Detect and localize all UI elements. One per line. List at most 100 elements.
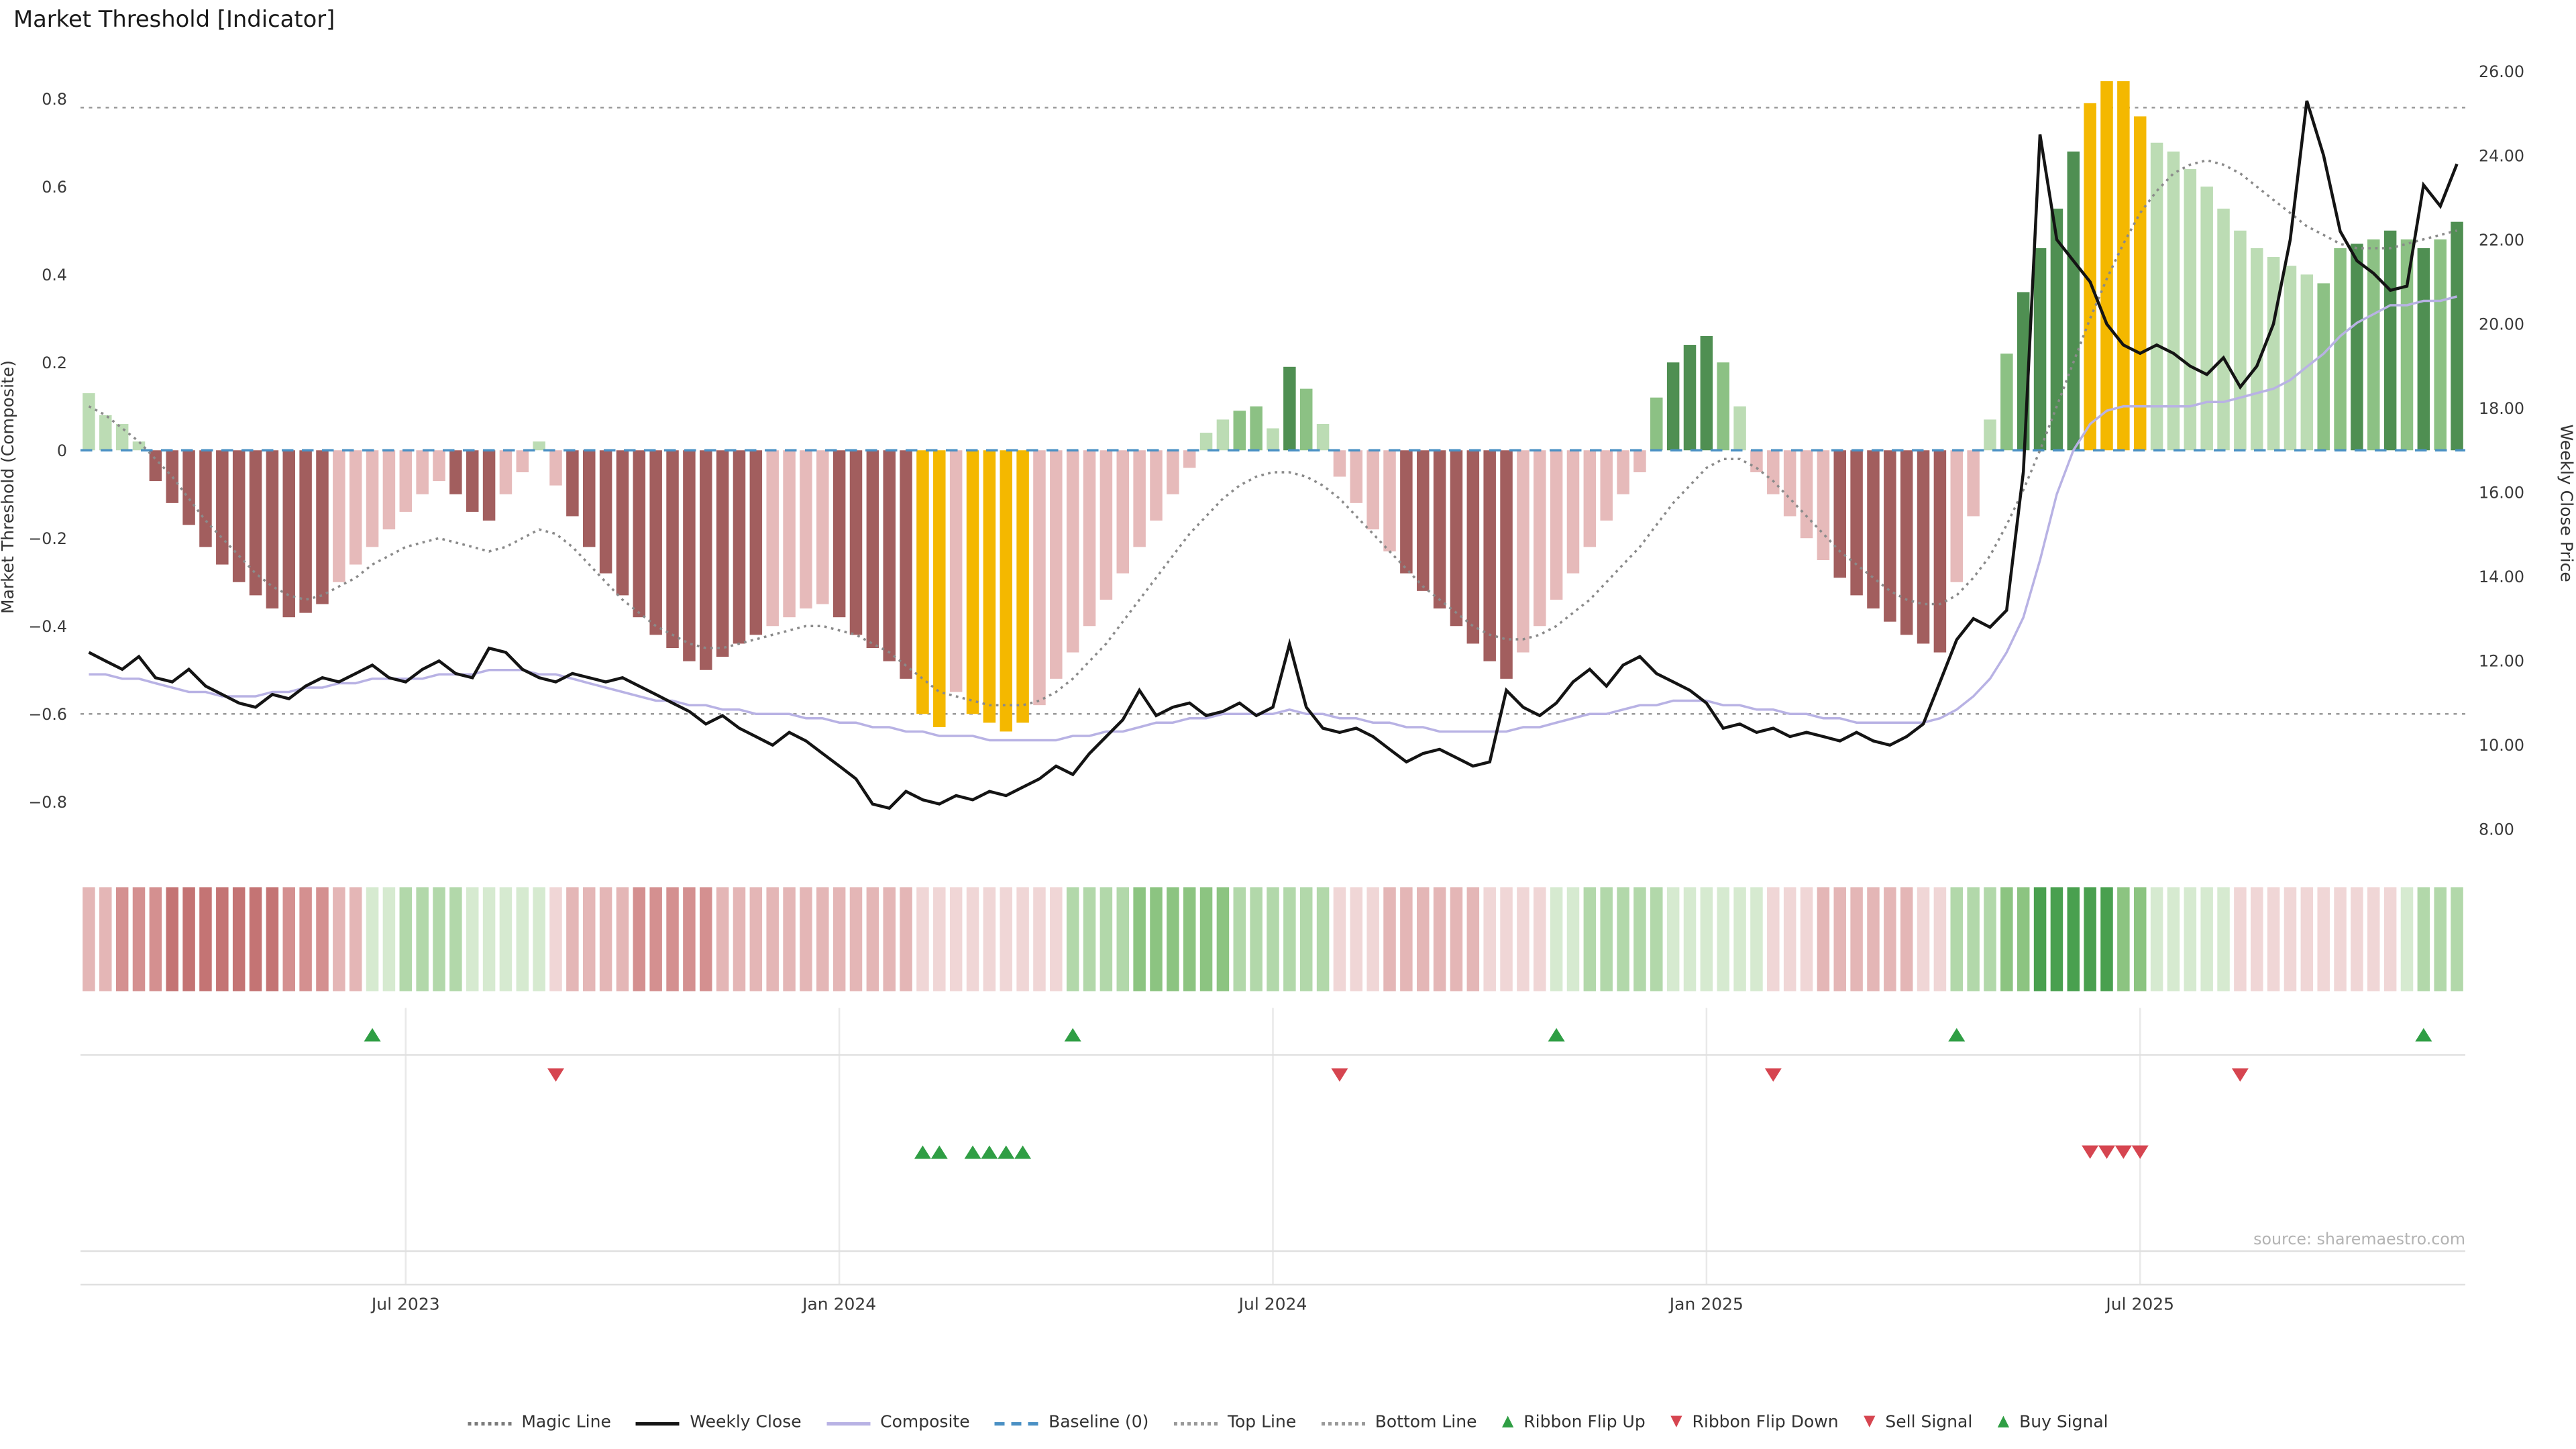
legend-item-baseline-0[interactable]: Baseline (0) xyxy=(995,1414,1148,1432)
ribbon-flip-down-marker xyxy=(2231,1068,2249,1082)
ribbon-cell xyxy=(333,887,345,991)
composite-bar xyxy=(783,450,796,618)
composite-bar xyxy=(1517,450,1529,653)
ribbon-cell xyxy=(232,887,246,991)
composite-bar xyxy=(416,450,429,494)
x-axis-tick: Jan 2024 xyxy=(801,1295,876,1314)
right-axis-tick: 22.00 xyxy=(2479,231,2524,250)
ribbon-cell xyxy=(1083,887,1096,991)
ribbon-cell xyxy=(2150,887,2163,991)
ribbon-cell xyxy=(1500,887,1513,991)
ribbon-cell xyxy=(2184,887,2197,991)
ribbon-cell xyxy=(2234,887,2247,991)
left-axis-tick: 0.2 xyxy=(42,354,67,372)
left-axis-tick: 0 xyxy=(57,441,67,460)
legend-item-buy-signal[interactable]: ▲ Buy Signal xyxy=(1998,1414,2108,1433)
legend-item-magic-line[interactable]: Magic Line xyxy=(468,1414,611,1432)
right-axis-tick: 14.00 xyxy=(2479,568,2524,586)
right-axis-tick: 26.00 xyxy=(2479,62,2524,81)
triangle-down-icon: ▼ xyxy=(1864,1413,1876,1431)
chart-title: Market Threshold [Indicator] xyxy=(13,7,335,34)
ribbon-cell xyxy=(1250,887,1263,991)
composite-bar xyxy=(316,450,329,604)
right-axis-tick: 20.00 xyxy=(2479,315,2524,333)
composite-bar xyxy=(1483,450,1496,661)
left-axis-tick: 0.8 xyxy=(42,90,67,109)
ribbon-cell xyxy=(883,887,896,991)
ribbon-cell xyxy=(566,887,579,991)
composite-bar xyxy=(333,450,345,582)
ribbon-cell xyxy=(2133,887,2147,991)
ribbon-cell xyxy=(1216,887,1230,991)
ribbon-cell xyxy=(499,887,513,991)
ribbon-cell xyxy=(2367,887,2380,991)
composite-bar xyxy=(1116,450,1130,574)
ribbon-cell xyxy=(449,887,462,991)
ribbon-cell xyxy=(1717,887,1729,991)
composite-bar xyxy=(1250,406,1263,451)
ribbon-cell xyxy=(516,887,529,991)
composite-bar xyxy=(1950,450,1964,582)
legend-item-ribbon-flip-up[interactable]: ▲ Ribbon Flip Up xyxy=(1502,1414,1646,1433)
composite-bar xyxy=(1900,450,1913,635)
composite-bar xyxy=(2434,239,2447,451)
ribbon-cell xyxy=(800,887,812,991)
legend-item-composite[interactable]: Composite xyxy=(826,1413,970,1433)
composite-bar xyxy=(1833,450,1846,578)
ribbon-cell xyxy=(866,887,879,991)
composite-bar xyxy=(499,450,513,494)
ribbon-cell xyxy=(1884,887,1896,991)
composite-bar xyxy=(1066,450,1079,653)
legend-item-ribbon-flip-down[interactable]: ▼ Ribbon Flip Down xyxy=(1670,1414,1838,1433)
composite-bar xyxy=(182,450,195,525)
right-axis-tick: 12.00 xyxy=(2479,652,2524,671)
triangle-up-icon: ▲ xyxy=(1997,1413,2010,1431)
composite-bar xyxy=(1050,450,1063,679)
legend-item-top-line[interactable]: Top Line xyxy=(1173,1414,1296,1432)
composite-bar xyxy=(683,450,696,661)
composite-bar xyxy=(2351,244,2363,451)
ribbon-cell xyxy=(1633,887,1646,991)
composite-bar xyxy=(2167,151,2180,451)
composite-bar xyxy=(2367,239,2380,451)
composite-bar xyxy=(900,450,912,679)
legend-item-bottom-line[interactable]: Bottom Line xyxy=(1321,1414,1477,1432)
ribbon-cell xyxy=(1767,887,1780,991)
dotted-line-swatch xyxy=(1321,1421,1365,1425)
composite-bar xyxy=(549,450,562,486)
ribbon-cell xyxy=(1750,887,1763,991)
composite-bar xyxy=(149,450,162,482)
composite-bar xyxy=(466,450,479,512)
ribbon-cell xyxy=(433,887,445,991)
legend-label: Weekly Close xyxy=(690,1413,802,1433)
composite-bar xyxy=(1967,450,1980,517)
ribbon-cell xyxy=(549,887,562,991)
composite-bar xyxy=(2200,186,2213,451)
ribbon-flip-down-marker xyxy=(1331,1068,1348,1082)
right-axis-tick: 24.00 xyxy=(2479,146,2524,165)
ribbon-cell xyxy=(1099,887,1113,991)
composite-bar xyxy=(2084,103,2096,451)
ribbon-cell xyxy=(1650,887,1663,991)
ribbon-cell xyxy=(1967,887,1980,991)
composite-bar xyxy=(1016,450,1029,723)
ribbon-cell xyxy=(1933,887,1947,991)
ribbon-cell xyxy=(633,887,646,991)
ribbon-cell xyxy=(2317,887,2330,991)
ribbon-flip-up-marker xyxy=(1548,1028,1565,1042)
composite-bar xyxy=(433,450,445,482)
ribbon-cell xyxy=(933,887,946,991)
composite-bar xyxy=(1366,450,1379,530)
composite-bar xyxy=(1500,450,1513,679)
ribbon-cell xyxy=(966,887,979,991)
ribbon-cell xyxy=(466,887,479,991)
ribbon-cell xyxy=(2084,887,2096,991)
ribbon-flip-down-markers xyxy=(547,1068,2249,1082)
composite-bar xyxy=(1099,450,1113,600)
ribbon-cell xyxy=(1366,887,1379,991)
legend-label: Composite xyxy=(880,1413,970,1433)
legend-item-sell-signal[interactable]: ▼ Sell Signal xyxy=(1864,1414,1972,1433)
ribbon-cell xyxy=(282,887,296,991)
composite-bar xyxy=(2284,266,2297,451)
legend-item-weekly-close[interactable]: Weekly Close xyxy=(636,1413,802,1433)
